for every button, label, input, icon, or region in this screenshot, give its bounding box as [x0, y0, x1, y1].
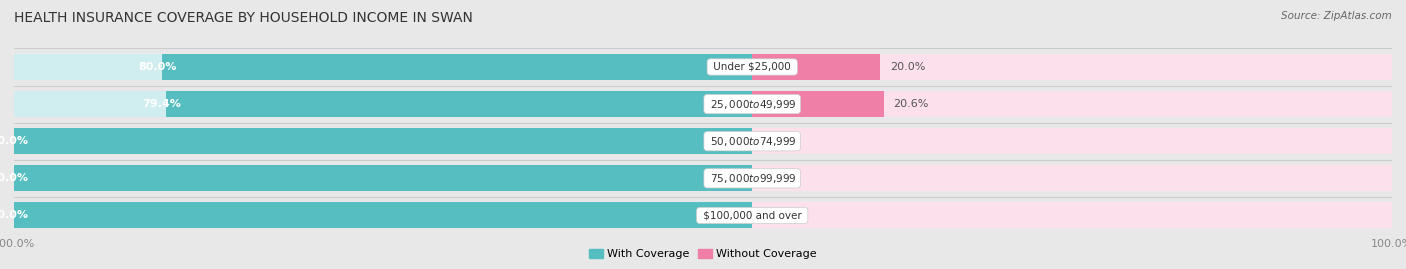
Bar — [752, 203, 1392, 228]
Text: Under $25,000: Under $25,000 — [710, 62, 794, 72]
Bar — [14, 165, 752, 191]
Legend: With Coverage, Without Coverage: With Coverage, Without Coverage — [585, 244, 821, 263]
Bar — [752, 91, 884, 117]
Bar — [752, 54, 1392, 80]
Text: 80.0%: 80.0% — [138, 62, 177, 72]
Text: $100,000 and over: $100,000 and over — [700, 210, 804, 221]
Text: 0.0%: 0.0% — [762, 210, 790, 221]
Bar — [14, 54, 752, 80]
Bar — [14, 91, 752, 117]
Bar — [14, 128, 752, 154]
Text: 20.0%: 20.0% — [890, 62, 925, 72]
Bar — [752, 91, 1392, 117]
Text: $50,000 to $74,999: $50,000 to $74,999 — [707, 135, 797, 148]
Bar — [14, 165, 752, 191]
Bar — [162, 54, 752, 80]
Text: 100.0%: 100.0% — [0, 136, 28, 146]
Text: 0.0%: 0.0% — [762, 173, 790, 183]
Text: 0.0%: 0.0% — [762, 136, 790, 146]
Text: HEALTH INSURANCE COVERAGE BY HOUSEHOLD INCOME IN SWAN: HEALTH INSURANCE COVERAGE BY HOUSEHOLD I… — [14, 11, 472, 25]
Text: 79.4%: 79.4% — [142, 99, 181, 109]
Bar — [14, 203, 752, 228]
Text: $75,000 to $99,999: $75,000 to $99,999 — [707, 172, 797, 185]
Text: 100.0%: 100.0% — [0, 210, 28, 221]
Bar — [14, 203, 752, 228]
Text: Source: ZipAtlas.com: Source: ZipAtlas.com — [1281, 11, 1392, 21]
Bar — [752, 54, 880, 80]
Bar — [752, 165, 1392, 191]
Text: 100.0%: 100.0% — [0, 173, 28, 183]
Bar — [166, 91, 752, 117]
Bar — [752, 128, 1392, 154]
Text: 20.6%: 20.6% — [894, 99, 929, 109]
Text: $25,000 to $49,999: $25,000 to $49,999 — [707, 98, 797, 111]
Bar — [14, 128, 752, 154]
